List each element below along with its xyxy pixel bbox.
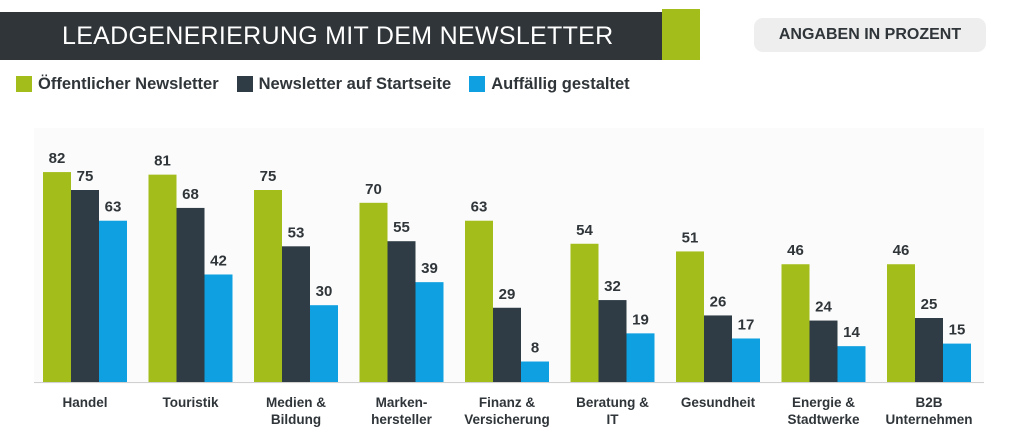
- legend-label-highlighted: Auffällig gestaltet: [491, 74, 630, 93]
- value-label-touristik-public: 81: [154, 153, 171, 170]
- bar-finanz-versicherung-highlighted: [521, 361, 549, 382]
- bar-handel-highlighted: [99, 220, 127, 382]
- bar-marken-hersteller-public: [359, 202, 388, 382]
- legend-item-homepage: Newsletter auf Startseite: [236, 74, 452, 94]
- bar-beratung-it-homepage: [598, 300, 627, 382]
- bar-finanz-versicherung-public: [465, 220, 493, 382]
- value-label-b2b-unternehmen-public: 46: [893, 242, 910, 259]
- bar-touristik-homepage: [176, 207, 205, 382]
- category-label-medien-bildung: Medien & Bildung: [266, 395, 326, 427]
- bar-touristik-highlighted: [204, 274, 233, 382]
- category-label-energie-stadtwerke: Energie & Stadtwerke: [787, 395, 860, 427]
- bar-marken-hersteller-homepage: [387, 241, 416, 382]
- value-label-gesundheit-highlighted: 17: [738, 316, 755, 333]
- category-label-touristik: Touristik: [162, 395, 218, 410]
- legend-label-homepage: Newsletter auf Startseite: [258, 74, 452, 93]
- bar-touristik-public: [148, 174, 177, 382]
- value-label-finanz-versicherung-highlighted: 8: [531, 340, 539, 357]
- value-label-touristik-homepage: 68: [182, 186, 199, 203]
- value-label-handel-highlighted: 63: [105, 199, 122, 216]
- bar-b2b-unternehmen-highlighted: [943, 343, 971, 382]
- value-label-b2b-unternehmen-homepage: 25: [921, 296, 938, 313]
- bar-marken-hersteller-highlighted: [415, 282, 444, 382]
- bar-gesundheit-public: [676, 251, 704, 382]
- bar-handel-homepage: [71, 190, 99, 382]
- category-label-handel: Handel: [62, 395, 107, 410]
- bar-energie-stadtwerke-highlighted: [837, 346, 866, 382]
- value-label-b2b-unternehmen-highlighted: 15: [949, 322, 966, 339]
- value-label-gesundheit-homepage: 26: [710, 293, 727, 310]
- value-label-energie-stadtwerke-homepage: 24: [815, 299, 832, 316]
- value-label-marken-hersteller-homepage: 55: [393, 219, 410, 236]
- value-label-marken-hersteller-highlighted: 39: [421, 260, 438, 277]
- bar-gesundheit-homepage: [704, 315, 732, 382]
- bar-gesundheit-highlighted: [732, 338, 760, 382]
- category-label-b2b-unternehmen: B2B Unternehmen: [885, 395, 972, 427]
- bar-energie-stadtwerke-public: [781, 264, 810, 382]
- value-label-handel-public: 82: [49, 150, 66, 167]
- value-label-energie-stadtwerke-public: 46: [787, 242, 804, 259]
- value-label-beratung-it-public: 54: [576, 222, 593, 239]
- value-label-gesundheit-public: 51: [682, 229, 699, 246]
- category-label-beratung-it: Beratung & IT: [576, 395, 649, 427]
- unit-badge: ANGABEN IN PROZENT: [754, 18, 986, 52]
- category-label-gesundheit: Gesundheit: [681, 395, 756, 410]
- category-label-marken-hersteller: Marken-hersteller: [371, 395, 433, 427]
- bar-finanz-versicherung-homepage: [493, 307, 521, 382]
- bar-medien-bildung-highlighted: [310, 305, 338, 382]
- value-label-finanz-versicherung-homepage: 29: [499, 286, 516, 303]
- bar-b2b-unternehmen-homepage: [915, 318, 943, 382]
- bar-b2b-unternehmen-public: [887, 264, 915, 382]
- value-label-beratung-it-highlighted: 19: [632, 311, 649, 328]
- legend-item-public: Öffentlicher Newsletter: [16, 75, 219, 94]
- bar-beratung-it-public: [570, 243, 599, 382]
- title-accent: [662, 9, 700, 60]
- legend-item-highlighted: Auffällig gestaltet: [469, 74, 630, 94]
- value-label-finanz-versicherung-public: 63: [471, 199, 488, 216]
- legend-swatch-highlighted: [469, 76, 486, 92]
- bar-medien-bildung-homepage: [282, 246, 310, 382]
- value-label-touristik-highlighted: 42: [210, 252, 227, 269]
- value-label-beratung-it-homepage: 32: [604, 278, 621, 295]
- value-label-medien-bildung-public: 75: [260, 168, 277, 185]
- bar-medien-bildung-public: [254, 190, 282, 382]
- value-label-marken-hersteller-public: 70: [365, 181, 382, 198]
- legend-label-public: Öffentlicher Newsletter: [38, 74, 219, 93]
- bar-energie-stadtwerke-homepage: [809, 320, 838, 382]
- value-label-medien-bildung-highlighted: 30: [316, 283, 333, 300]
- category-label-finanz-versicherung: Finanz & Versicherung: [464, 395, 550, 427]
- value-label-energie-stadtwerke-highlighted: 14: [843, 324, 860, 341]
- value-label-medien-bildung-homepage: 53: [288, 224, 305, 241]
- value-label-handel-homepage: 75: [77, 168, 94, 185]
- legend-swatch-homepage: [236, 76, 253, 92]
- legend: Öffentlicher Newsletter Newsletter auf S…: [16, 72, 648, 96]
- legend-swatch-public: [16, 76, 32, 92]
- title-bar: [0, 12, 662, 60]
- bar-beratung-it-highlighted: [626, 333, 655, 382]
- chart-title: LEADGENERIERUNG MIT DEM NEWSLETTER: [62, 22, 614, 50]
- bar-handel-public: [43, 172, 71, 382]
